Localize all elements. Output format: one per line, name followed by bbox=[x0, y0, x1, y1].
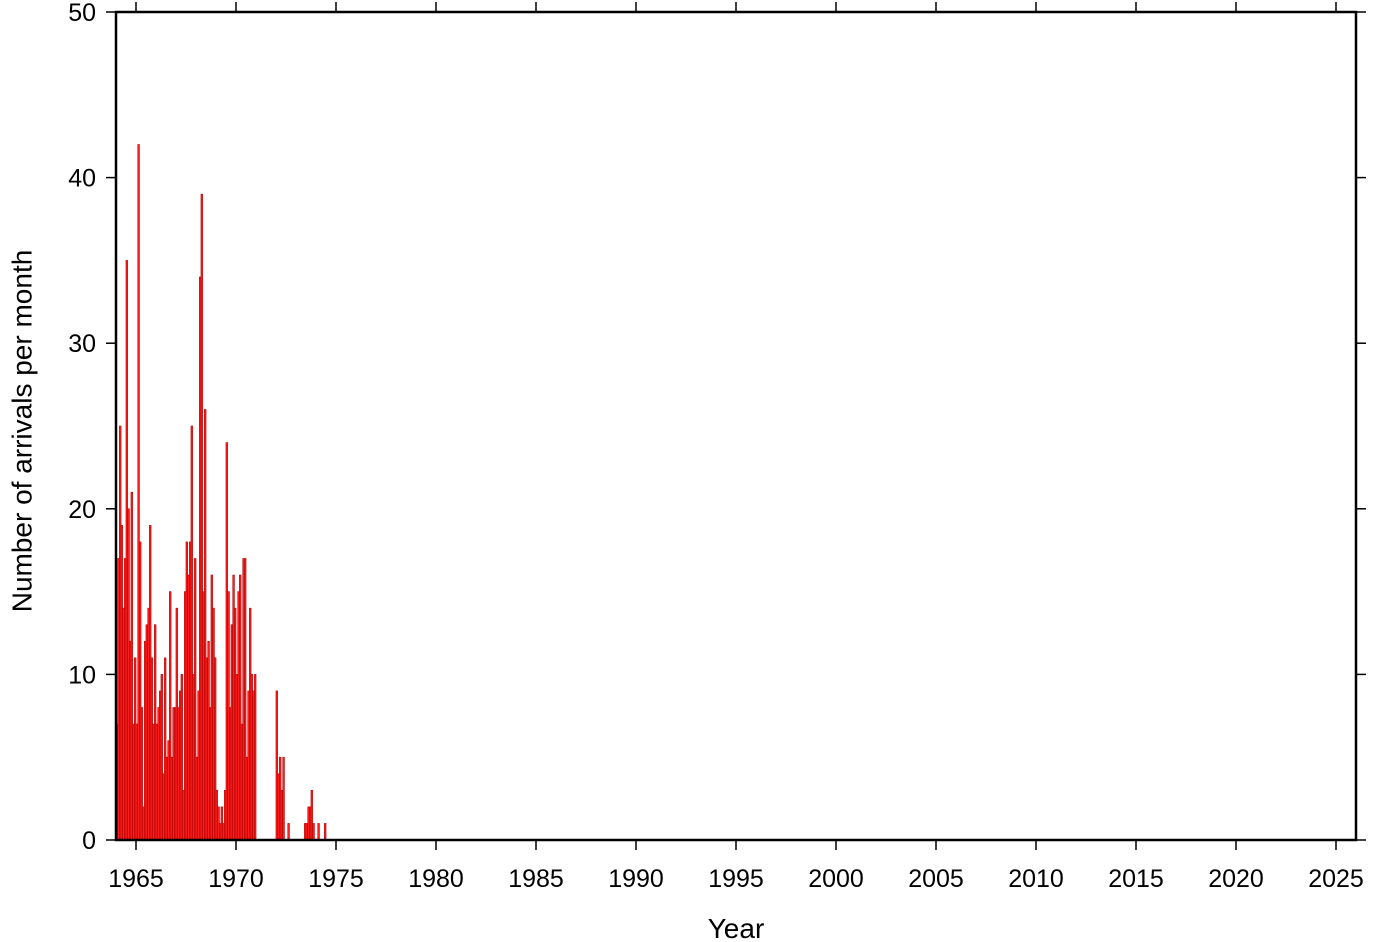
x-tick-label: 1995 bbox=[708, 865, 764, 893]
histogram-bar bbox=[195, 756, 198, 841]
y-tick-label: 10 bbox=[68, 661, 96, 689]
histogram-bar bbox=[220, 806, 223, 841]
y-tick-label: 0 bbox=[82, 827, 96, 855]
histogram-bar bbox=[140, 707, 143, 841]
histogram-bar bbox=[317, 823, 320, 841]
histogram-bar bbox=[120, 525, 123, 841]
x-tick-label: 1975 bbox=[308, 865, 364, 893]
x-axis-title: Year bbox=[708, 913, 765, 942]
y-tick-label: 40 bbox=[68, 165, 96, 193]
histogram-bar bbox=[254, 674, 257, 841]
histogram-bar bbox=[175, 607, 178, 841]
histogram-bar bbox=[225, 442, 228, 841]
x-tick-label: 2000 bbox=[808, 865, 864, 893]
x-tick-label: 1985 bbox=[508, 865, 564, 893]
histogram-bar bbox=[155, 723, 158, 841]
histogram-bar bbox=[180, 674, 183, 841]
y-axis-title: Number of arrivals per month bbox=[6, 250, 37, 613]
histogram-bar bbox=[200, 193, 203, 841]
x-tick-label: 2015 bbox=[1108, 865, 1164, 893]
y-tick-label: 30 bbox=[68, 330, 96, 358]
x-tick-label: 2025 bbox=[1308, 865, 1364, 893]
histogram-bar bbox=[190, 425, 193, 841]
y-tick-label: 50 bbox=[68, 0, 96, 27]
histogram-bar bbox=[210, 574, 213, 841]
histogram-bar bbox=[205, 657, 208, 841]
histogram-bar bbox=[165, 756, 168, 841]
x-tick-label: 2005 bbox=[908, 865, 964, 893]
histogram-bar bbox=[160, 674, 163, 841]
histogram-bar bbox=[230, 624, 233, 841]
x-tick-label: 1980 bbox=[408, 865, 464, 893]
histogram-bar bbox=[250, 674, 253, 841]
histogram-bar bbox=[275, 690, 278, 841]
y-tick-label: 20 bbox=[68, 496, 96, 524]
histogram-bar bbox=[282, 756, 285, 841]
histogram-bar bbox=[280, 790, 283, 841]
histogram-bar bbox=[150, 657, 153, 841]
bars-group bbox=[115, 144, 327, 841]
histogram-bar bbox=[305, 823, 308, 841]
histogram-bar bbox=[215, 790, 218, 841]
histogram-bar bbox=[324, 823, 327, 841]
plot-frame bbox=[114, 10, 1358, 842]
y-axis-ticks: 0 10 20 30 40 50 bbox=[68, 0, 1366, 855]
x-tick-label: 2010 bbox=[1008, 865, 1064, 893]
histogram-bar bbox=[235, 674, 238, 841]
histogram-bar bbox=[130, 491, 133, 841]
histogram-bar bbox=[245, 756, 248, 841]
histogram-bar bbox=[287, 823, 290, 841]
histogram-bar bbox=[240, 723, 243, 841]
x-tick-label: 2020 bbox=[1208, 865, 1264, 893]
histogram-bar bbox=[170, 756, 173, 841]
x-tick-label: 1970 bbox=[208, 865, 264, 893]
x-axis-ticks: 1965 1970 1975 1980 1985 1990 1995 2000 2005 2010… bbox=[108, 2, 1364, 893]
histogram-bar bbox=[312, 823, 315, 841]
histogram-bar bbox=[310, 790, 313, 841]
histogram-bar bbox=[185, 541, 188, 841]
x-tick-label: 1965 bbox=[108, 865, 164, 893]
histogram-bar bbox=[125, 260, 128, 841]
x-tick-label: 1990 bbox=[608, 865, 664, 893]
histogram-bar bbox=[145, 624, 148, 841]
histogram-bar bbox=[135, 723, 138, 841]
